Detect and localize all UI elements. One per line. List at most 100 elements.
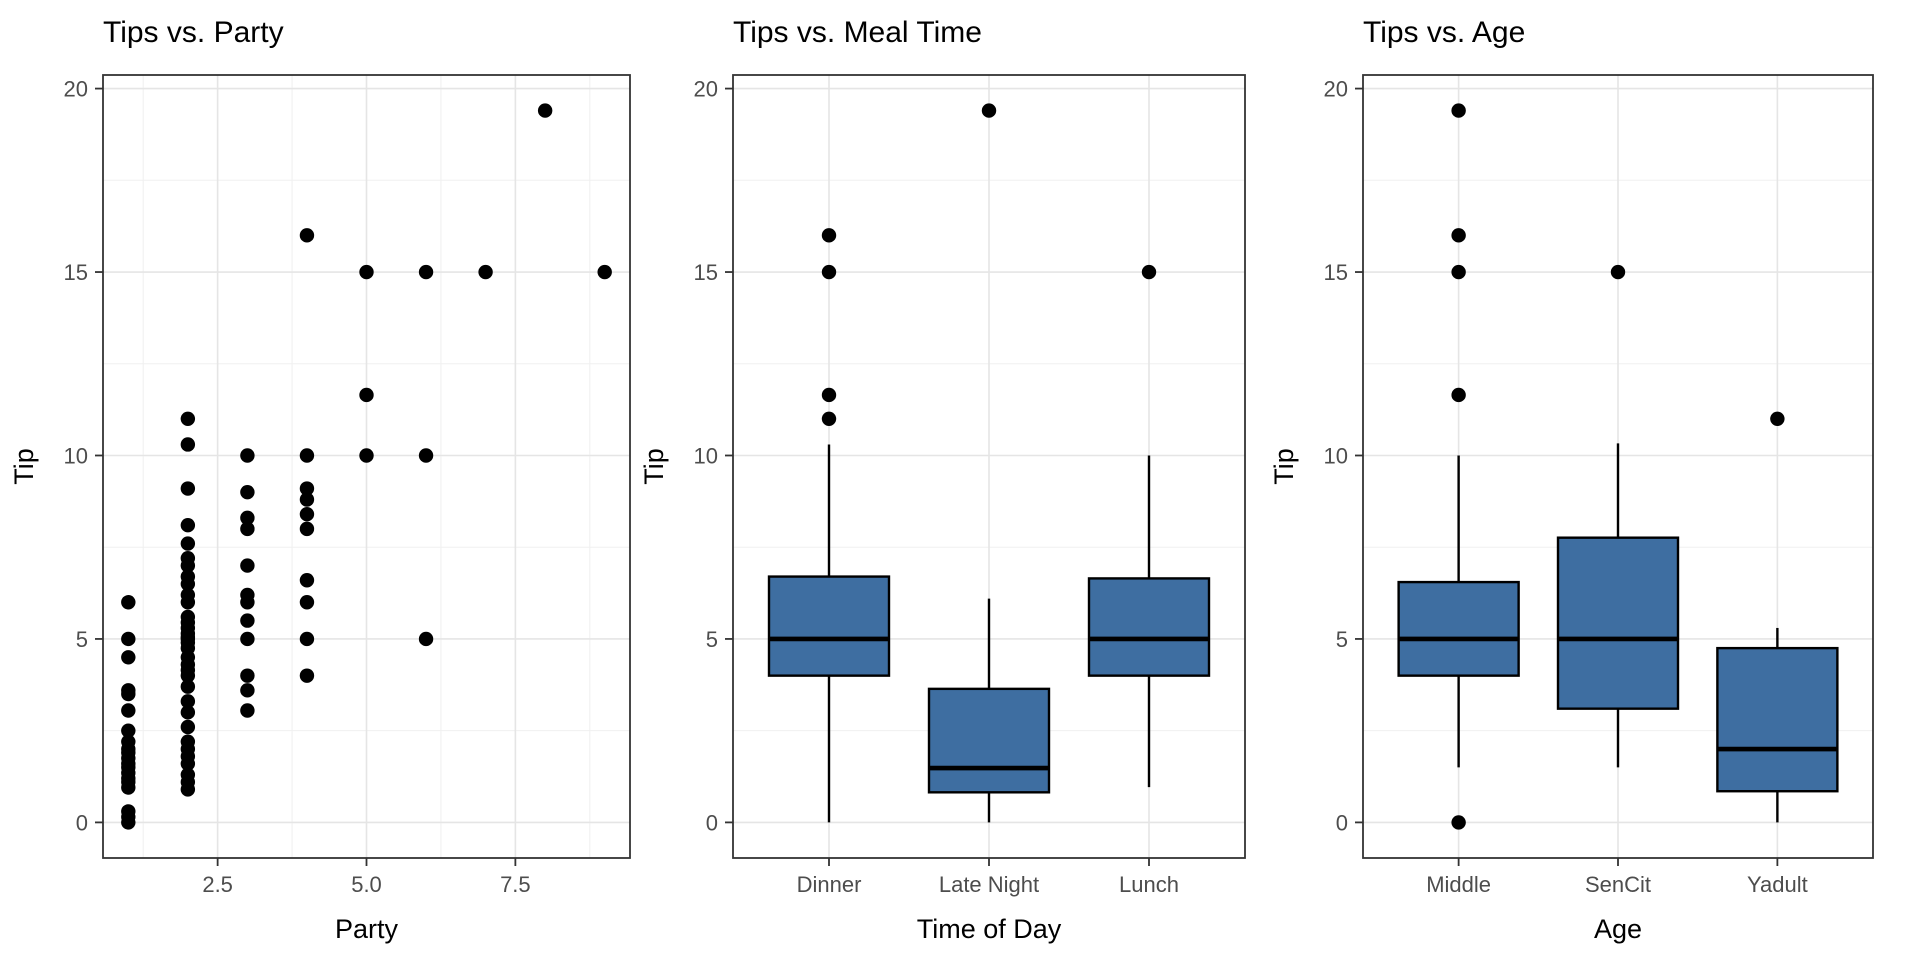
data-point — [418, 631, 434, 647]
panel-2-boxplot: 0 5 10 15 20 Dinner Late Night Lunch Time of Day… — [639, 16, 1246, 944]
data-point — [359, 387, 374, 403]
y-tick-label: 20 — [1324, 77, 1348, 102]
data-point — [299, 521, 315, 537]
box-lunch — [1087, 264, 1211, 788]
chart-title: Tips vs. Meal Time — [733, 16, 982, 49]
data-point — [537, 103, 553, 118]
data-point — [121, 780, 136, 795]
outlier-point — [1141, 264, 1157, 280]
x-category-label: Dinner — [797, 872, 862, 897]
data-point — [180, 694, 196, 709]
data-point — [240, 631, 255, 647]
y-tick-label: 20 — [694, 77, 718, 102]
data-point — [180, 668, 196, 683]
data-point — [240, 613, 255, 628]
data-point — [180, 719, 196, 735]
data-point — [418, 264, 434, 280]
box-late-night — [927, 103, 1051, 823]
y-axis-title: Tip — [1269, 448, 1299, 485]
data-point — [180, 705, 196, 720]
data-point — [121, 815, 136, 830]
box-iqr — [1716, 646, 1839, 793]
data-point — [180, 411, 196, 427]
x-tick-label: 7.5 — [500, 872, 531, 897]
data-point — [180, 536, 196, 551]
data-point — [299, 492, 315, 507]
y-tick-label: 20 — [64, 77, 88, 102]
outlier-point — [1451, 815, 1466, 830]
y-tick-label: 5 — [76, 627, 88, 652]
data-point — [299, 631, 315, 647]
data-point — [299, 595, 315, 610]
outlier-point — [821, 387, 837, 403]
y-tick-label: 15 — [1324, 260, 1348, 285]
data-point — [121, 650, 136, 665]
x-tick-label: 2.5 — [202, 872, 233, 897]
data-point — [359, 448, 374, 463]
data-point — [359, 264, 374, 280]
y-tick-label: 10 — [64, 443, 88, 468]
box-iqr — [927, 687, 1051, 794]
data-point — [180, 756, 196, 771]
data-point — [299, 668, 315, 683]
y-tick-label: 10 — [694, 443, 718, 468]
data-point — [180, 518, 196, 533]
outlier-point — [1451, 387, 1466, 403]
data-point — [240, 448, 255, 463]
panel-3-boxplot: 0 5 10 15 20 Middle SenCit Yadult Age Tip Tips vs.… — [1269, 16, 1874, 944]
box-dinner — [767, 228, 891, 823]
y-tick-label: 10 — [1324, 443, 1348, 468]
box-iqr — [1087, 577, 1211, 677]
data-point — [418, 448, 434, 463]
outlier-point — [1451, 228, 1466, 243]
data-point — [240, 558, 255, 573]
data-point — [121, 703, 136, 718]
data-point — [180, 558, 196, 573]
box-sencit — [1556, 264, 1680, 768]
y-tick-label: 5 — [1336, 627, 1348, 652]
outlier-point — [821, 228, 837, 243]
x-category-label: Lunch — [1119, 872, 1179, 897]
data-point — [240, 484, 255, 500]
data-point — [180, 576, 196, 592]
x-category-label: Middle — [1426, 872, 1491, 897]
x-category-label: Yadult — [1747, 872, 1808, 897]
x-axis-title: Time of Day — [917, 914, 1062, 944]
box-iqr — [1397, 580, 1520, 677]
box-iqr — [767, 575, 891, 677]
data-point — [299, 506, 315, 522]
data-point — [240, 668, 255, 683]
box-iqr — [1556, 536, 1680, 710]
x-axis-title: Party — [335, 914, 399, 944]
y-tick-label: 0 — [706, 810, 718, 835]
data-point — [240, 703, 255, 718]
data-point — [180, 437, 196, 452]
outlier-point — [1610, 264, 1626, 280]
outlier-point — [821, 411, 837, 427]
x-axis-title: Age — [1594, 914, 1642, 944]
outlier-point — [1451, 103, 1466, 118]
data-point — [299, 228, 315, 243]
data-point — [240, 510, 255, 526]
x-category-label: Late Night — [939, 872, 1039, 897]
outlier-point — [1451, 264, 1466, 280]
y-axis-title: Tip — [9, 448, 39, 485]
x-category-label: SenCit — [1585, 872, 1651, 897]
data-point — [121, 723, 136, 738]
data-point — [240, 595, 255, 610]
chart-title: Tips vs. Age — [1363, 16, 1525, 49]
data-point — [240, 521, 255, 537]
y-tick-label: 5 — [706, 627, 718, 652]
data-point — [180, 481, 196, 496]
y-axis-title: Tip — [639, 448, 669, 485]
data-point — [180, 595, 196, 610]
box-middle — [1397, 103, 1520, 830]
y-tick-label: 15 — [694, 260, 718, 285]
data-point — [121, 595, 136, 610]
y-tick-label: 0 — [1336, 810, 1348, 835]
data-point — [299, 481, 315, 496]
data-point — [597, 264, 612, 280]
data-point — [299, 573, 315, 588]
